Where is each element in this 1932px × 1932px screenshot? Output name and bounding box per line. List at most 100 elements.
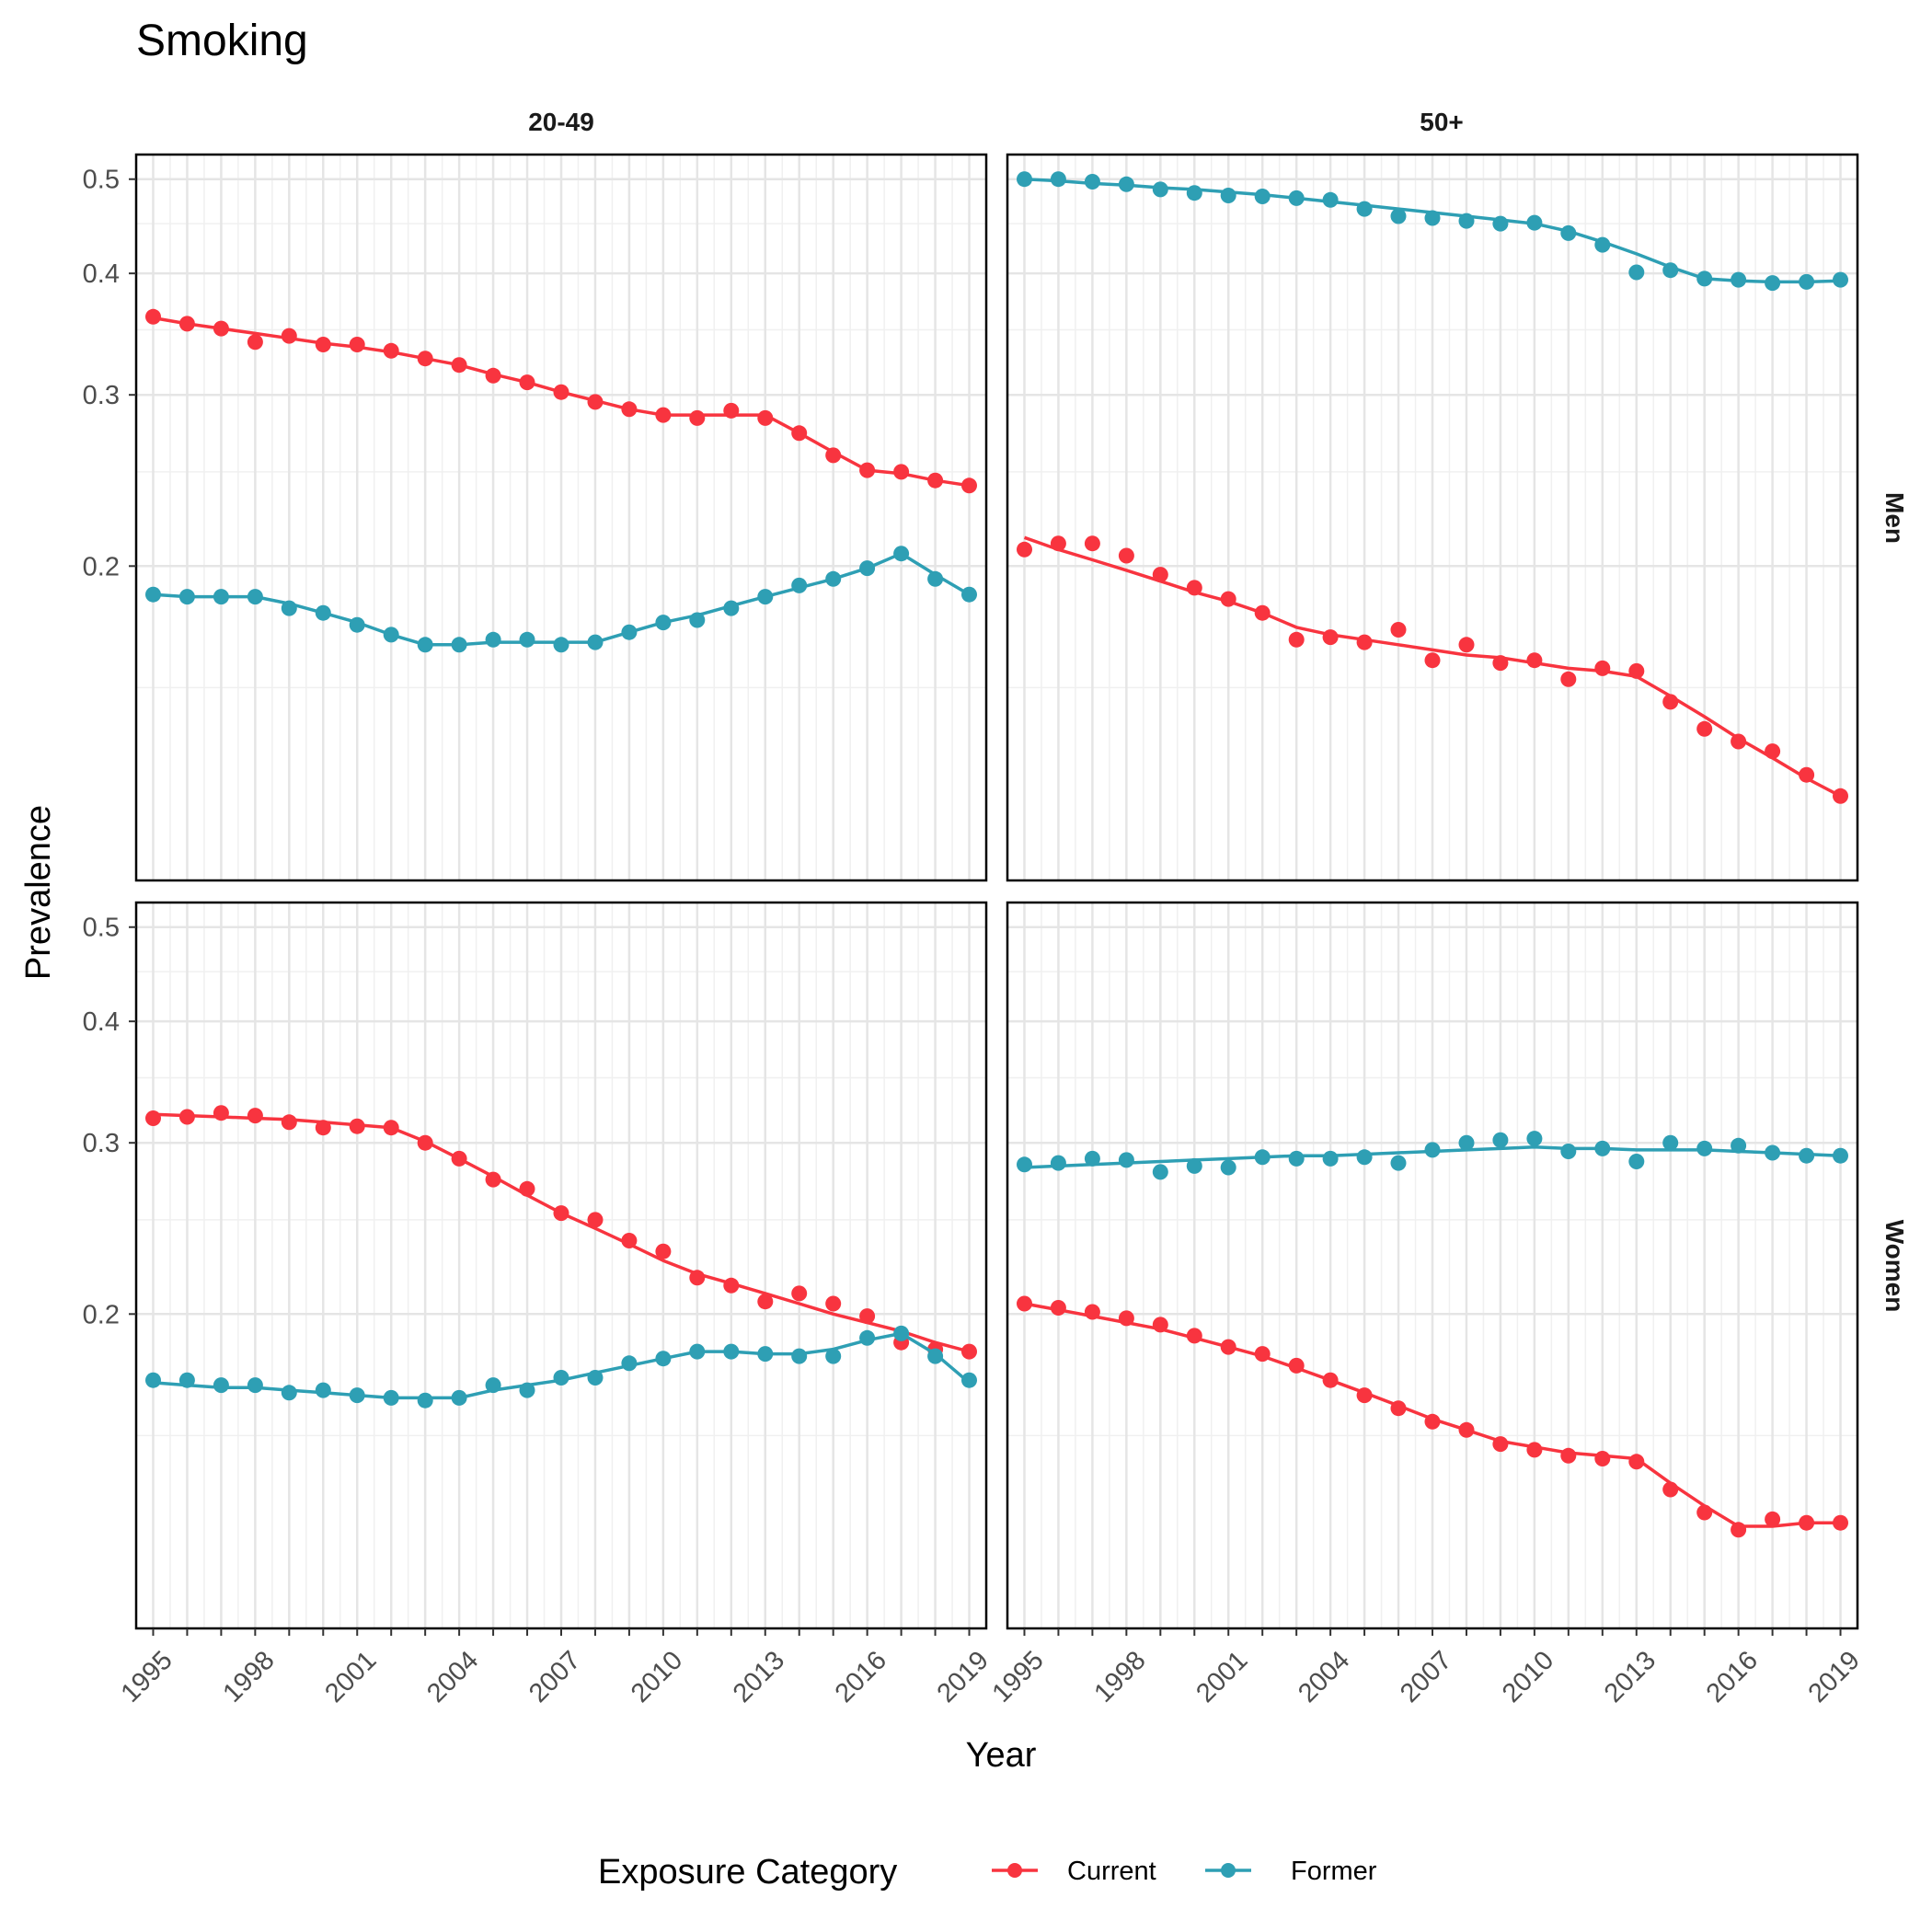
panels-layer: 0.2 0.3 0.4 0.5 0.2 0.3 0.4 0.5 1995 1998 2001 2004…: [83, 153, 1866, 1708]
point-former: [383, 627, 399, 643]
point-former: [689, 1343, 706, 1360]
point-former: [1254, 189, 1271, 204]
point-former: [587, 634, 604, 650]
point-current: [1765, 743, 1781, 760]
point-former: [1220, 188, 1236, 203]
point-current: [383, 1120, 399, 1136]
point-current: [349, 1118, 365, 1134]
point-current: [961, 1343, 977, 1360]
point-current: [485, 367, 501, 384]
point-former: [1458, 213, 1475, 229]
point-current: [247, 1108, 263, 1124]
legend: Exposure Category Current Former: [598, 1853, 1377, 1892]
point-current: [1220, 1339, 1236, 1355]
point-current: [1118, 1310, 1134, 1327]
point-former: [281, 600, 297, 616]
point-current: [791, 1285, 808, 1302]
point-current: [519, 374, 535, 391]
point-former: [145, 586, 161, 603]
point-former: [1560, 224, 1577, 241]
point-former: [349, 1387, 365, 1404]
panel-border: [134, 153, 988, 882]
legend-former-label: Former: [1291, 1857, 1377, 1886]
x-tick-label: 2013: [1599, 1646, 1662, 1708]
point-former: [1186, 185, 1202, 201]
point-former: [485, 631, 501, 648]
x-tick-label: 1995: [116, 1646, 178, 1708]
point-current: [1696, 1504, 1713, 1521]
point-current: [757, 1294, 774, 1310]
x-tick-label: 2001: [319, 1646, 382, 1708]
point-current: [451, 1150, 467, 1167]
point-current: [1424, 1413, 1441, 1430]
point-former: [723, 600, 740, 616]
point-current: [1628, 1454, 1645, 1470]
point-current: [1833, 788, 1848, 804]
point-current: [1288, 1357, 1305, 1374]
point-former: [1424, 210, 1441, 226]
point-current: [1560, 1447, 1577, 1464]
point-current: [1017, 1295, 1032, 1312]
point-current: [621, 401, 638, 418]
y-axis-title: Prevalence: [19, 805, 58, 980]
point-former: [655, 1351, 672, 1367]
point-former: [1288, 190, 1305, 206]
point-former: [281, 1385, 297, 1401]
point-former: [927, 1348, 944, 1364]
point-current: [213, 1105, 229, 1121]
point-former: [1799, 1147, 1815, 1164]
point-former: [655, 615, 672, 631]
point-former: [621, 624, 638, 640]
point-former: [1765, 275, 1781, 292]
point-former: [1526, 214, 1543, 231]
point-current: [1322, 629, 1339, 646]
x-tick-label: 2010: [1497, 1646, 1559, 1708]
panel-border: [1006, 153, 1859, 882]
x-axis-title: Year: [966, 1736, 1037, 1775]
point-current: [723, 402, 740, 419]
point-current: [1390, 1400, 1407, 1417]
panel-4: 1995 1998 2001 2004 2007 2010 2013 2016 2019: [987, 901, 1866, 1708]
point-former: [825, 570, 842, 587]
point-former: [1390, 1155, 1407, 1171]
point-former: [451, 637, 467, 653]
point-former: [1458, 1134, 1475, 1151]
point-former: [1017, 1156, 1032, 1173]
point-former: [1322, 1150, 1339, 1167]
point-current: [1526, 652, 1543, 669]
x-tick-label: 2007: [523, 1646, 586, 1708]
point-current: [1662, 1481, 1679, 1498]
point-current: [655, 1243, 672, 1259]
point-current: [1594, 660, 1611, 676]
point-former: [1390, 208, 1407, 224]
point-current: [349, 337, 365, 352]
point-current: [1560, 671, 1577, 687]
x-tick-label: 2016: [1701, 1646, 1764, 1708]
point-current: [961, 477, 977, 494]
point-current: [1799, 1514, 1815, 1531]
point-current: [485, 1171, 501, 1188]
point-former: [349, 616, 365, 633]
point-former: [757, 1346, 774, 1363]
point-current: [1152, 567, 1168, 583]
legend-current-marker: [1007, 1863, 1022, 1878]
point-former: [451, 1389, 467, 1406]
point-former: [961, 586, 977, 603]
point-former: [1799, 273, 1815, 290]
panel-3: 0.2 0.3 0.4 0.5 1995 1998 2001 2004 2007 2010 2013…: [83, 901, 995, 1708]
point-current: [1696, 720, 1713, 737]
point-former: [1526, 1131, 1543, 1147]
point-current: [689, 1270, 706, 1286]
point-former: [1186, 1157, 1202, 1174]
point-former: [1084, 1150, 1100, 1167]
point-former: [1356, 201, 1373, 217]
point-former: [247, 589, 263, 605]
point-former: [1628, 264, 1645, 281]
point-former: [1017, 171, 1032, 188]
point-current: [825, 447, 842, 464]
point-current: [1254, 604, 1271, 621]
point-former: [383, 1389, 399, 1406]
point-current: [689, 409, 706, 426]
point-current: [213, 320, 229, 337]
